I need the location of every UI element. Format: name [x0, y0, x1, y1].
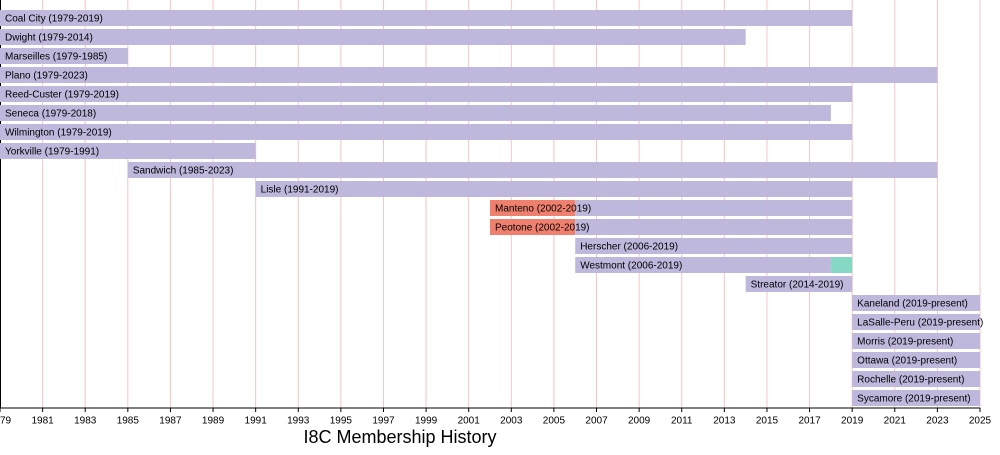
x-tick-label: 2025 — [969, 416, 992, 427]
bar-label: Dwight (1979-2014) — [5, 33, 93, 44]
bar-segment — [852, 371, 980, 387]
bar-label: Seneca (1979-2018) — [5, 109, 96, 120]
bar-label: Yorkville (1979-1991) — [5, 147, 99, 158]
x-tick-label: 1993 — [287, 416, 310, 427]
bar-label: Ottawa (2019-present) — [857, 356, 957, 367]
x-tick-label: 2021 — [884, 416, 907, 427]
bar-segment — [575, 200, 853, 216]
bar-label: Marseilles (1979-1985) — [5, 52, 107, 63]
bar-label: Morris (2019-present) — [857, 337, 953, 348]
bar-label: Lisle (1991-2019) — [261, 185, 339, 196]
bar-label: Peotone (2002-2019) — [495, 223, 590, 234]
bar-segment — [830, 257, 853, 273]
bar-segment — [0, 124, 853, 140]
bar-label: Manteno (2002-2019) — [495, 204, 591, 215]
bar-label: Streator (2014-2019) — [751, 280, 844, 291]
bar-label: Wilmington (1979-2019) — [5, 128, 112, 139]
x-tick-label: 1989 — [202, 416, 225, 427]
x-tick-label: 1987 — [159, 416, 182, 427]
bar-segment — [255, 181, 853, 197]
bar-label: Herscher (2006-2019) — [580, 242, 678, 253]
x-tick-label: 1995 — [330, 416, 353, 427]
x-tick-label: 1991 — [245, 416, 268, 427]
x-tick-label: 2003 — [500, 416, 523, 427]
x-tick-label: 2001 — [458, 416, 481, 427]
bar-label: Rochelle (2019-present) — [857, 375, 964, 386]
bar-label: Kaneland (2019-present) — [857, 299, 968, 310]
bar-segment — [575, 257, 831, 273]
bar-segment — [490, 200, 576, 216]
bar-label: Westmont (2006-2019) — [580, 261, 682, 272]
x-tick-label: 2015 — [756, 416, 779, 427]
bar-label: Sandwich (1985-2023) — [133, 166, 234, 177]
bar-segment — [852, 295, 980, 311]
bar-segment — [852, 390, 980, 406]
bar-segment — [0, 10, 853, 26]
bar-label: Reed-Custer (1979-2019) — [5, 90, 119, 101]
x-tick-label: 2005 — [543, 416, 566, 427]
bar-segment — [0, 29, 746, 45]
bar-segment — [852, 352, 980, 368]
x-tick-label: 2023 — [926, 416, 949, 427]
bar-segment — [0, 143, 256, 159]
x-tick-label: 2019 — [841, 416, 864, 427]
bar-label: Coal City (1979-2019) — [5, 14, 103, 25]
chart-title: I8C Membership History — [303, 427, 496, 447]
x-tick-label: 1997 — [372, 416, 395, 427]
x-tick-label: 2007 — [585, 416, 608, 427]
bar-label: Sycamore (2019-present) — [857, 394, 970, 405]
bar-segment — [575, 219, 853, 235]
bar-segment — [0, 48, 128, 64]
x-tick-label: 1979 — [0, 416, 12, 427]
bar-segment — [0, 67, 938, 83]
bar-segment — [852, 333, 980, 349]
bar-segment — [127, 162, 938, 178]
x-tick-label: 1985 — [117, 416, 140, 427]
x-tick-label: 1983 — [74, 416, 97, 427]
x-tick-label: 2011 — [671, 416, 693, 427]
bar-segment — [852, 314, 980, 330]
x-tick-label: 2013 — [713, 416, 736, 427]
bar-segment — [745, 276, 853, 292]
bar-segment — [0, 86, 853, 102]
bar-segment — [0, 105, 831, 121]
bar-segment — [575, 238, 853, 254]
x-tick-label: 1981 — [31, 416, 54, 427]
x-tick-label: 2009 — [628, 416, 651, 427]
bar-segment — [490, 219, 576, 235]
bar-label: LaSalle-Peru (2019-present) — [857, 318, 983, 329]
x-tick-label: 2017 — [798, 416, 821, 427]
bar-label: Plano (1979-2023) — [5, 71, 88, 82]
x-tick-label: 1999 — [415, 416, 438, 427]
